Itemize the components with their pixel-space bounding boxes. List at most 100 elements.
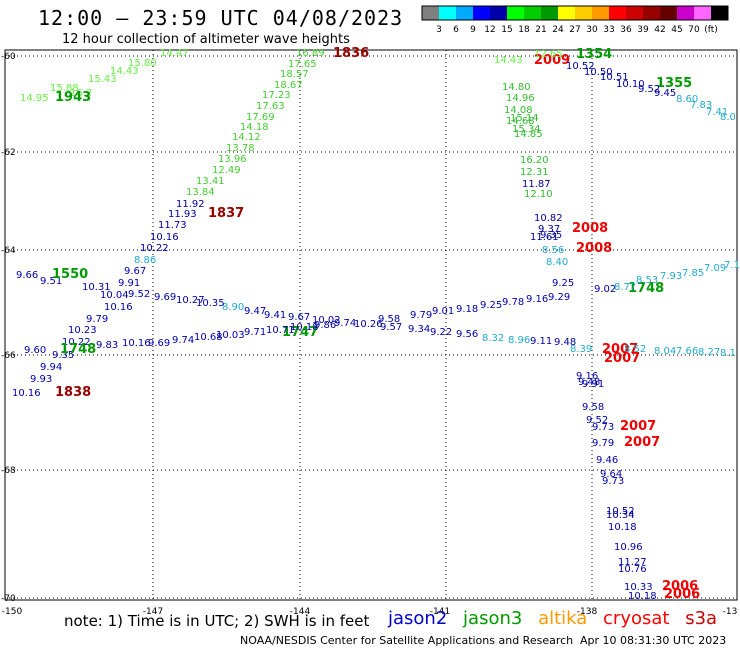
colorbar-frame	[421, 5, 729, 21]
wave-height-value: 8.86	[134, 255, 156, 266]
wave-height-value: 9.16	[526, 294, 548, 305]
wave-height-value: 10.23	[68, 325, 97, 336]
wave-height-value: 10.96	[614, 542, 643, 553]
colorbar-swatch	[541, 6, 558, 20]
pass-time-label: 1747	[282, 325, 318, 340]
x-tick-label: -13	[723, 607, 738, 617]
wave-height-value: 10.02	[312, 315, 341, 326]
wave-height-value: 10.03	[216, 330, 245, 341]
y-tick-label: -66	[1, 351, 16, 361]
pass-time-label: 2007	[604, 351, 640, 366]
wave-height-value: 9.46	[596, 455, 618, 466]
colorbar-label: 9	[470, 25, 476, 35]
wave-height-value: 10.52	[606, 506, 635, 517]
wave-height-value: 9.73	[592, 422, 614, 433]
wave-height-value: 13.41	[196, 176, 225, 187]
colorbar-swatch	[507, 6, 524, 20]
wave-height-value: 15.80	[128, 58, 157, 69]
wave-height-value: 7.83	[690, 100, 712, 111]
wave-height-value: 8.27	[698, 347, 720, 358]
wave-height-value: 12.65	[534, 49, 563, 60]
satellite-legend: jason2 jason3 altika cryosat s3a	[388, 608, 727, 629]
wave-height-value: 9.57	[380, 322, 402, 333]
pass-time-label: 1836	[333, 46, 369, 61]
colorbar-label: 30	[586, 25, 598, 35]
wave-height-value: 9.35	[540, 230, 562, 241]
wave-height-value: 9.67	[124, 266, 146, 277]
map-title: 12:00 – 23:59 UTC 04/08/2023	[38, 6, 404, 30]
colorbar-swatch	[609, 6, 626, 20]
wave-height-value: 9.60	[24, 345, 46, 356]
wave-height-value: 9.29	[548, 292, 570, 303]
wave-height-value: 10.22	[140, 243, 169, 254]
colorbar-swatch	[490, 6, 507, 20]
wave-height-value: 10.10	[616, 79, 645, 90]
wave-height-value: 14.12	[232, 132, 261, 143]
wave-height-value: 11.73	[158, 220, 187, 231]
generated-timestamp: Apr 10 08:31:30 UTC 2023	[580, 634, 727, 647]
map-frame	[4, 49, 738, 601]
pass-time-label: 2008	[576, 241, 612, 256]
wave-height-value: 14.95	[20, 93, 49, 104]
wave-height-value: 10.76	[618, 564, 647, 575]
wave-height-value: 17.23	[262, 90, 291, 101]
wave-height-value: 10.51	[600, 72, 629, 83]
wave-height-value: 9.56	[456, 329, 478, 340]
wave-height-value: 7.85	[682, 268, 704, 279]
wave-height-value: 9.79	[410, 310, 432, 321]
wave-height-value: 9.73	[602, 476, 624, 487]
wave-height-value: 10.33	[624, 582, 653, 593]
legend-cryosat: cryosat	[603, 608, 670, 629]
colorbar-swatch	[677, 6, 694, 20]
wave-height-value: 9.16	[576, 371, 598, 382]
wave-height-value: 9.34	[408, 324, 430, 335]
wave-height-value: 10.82	[534, 213, 563, 224]
y-tick-label: -60	[1, 52, 16, 62]
wave-height-value: 8.32	[482, 333, 504, 344]
wave-height-value: 9.74	[172, 335, 194, 346]
wave-height-value: 14.80	[502, 82, 531, 93]
wave-height-value: 11.61	[530, 232, 559, 243]
wave-height-value: 11.93	[168, 209, 197, 220]
wave-height-value: 9.25	[552, 278, 574, 289]
wave-height-value: 12.49	[212, 165, 241, 176]
legend-altika: altika	[538, 608, 588, 629]
wave-height-value: 13.84	[186, 187, 215, 198]
wave-height-value: 9.58	[378, 314, 400, 325]
wave-height-value: 13.96	[218, 154, 247, 165]
wave-height-value: 8.1	[720, 348, 736, 359]
pass-time-label: 2006	[662, 579, 698, 594]
wave-height-value: 8.04	[654, 346, 676, 357]
colorbar-label: 33	[603, 25, 614, 35]
y-tick-label: -70	[1, 594, 16, 604]
wave-height-value: 16.89	[296, 48, 325, 59]
wave-height-value: 16.20	[520, 155, 549, 166]
wave-height-value: 9.86	[314, 320, 336, 331]
colorbar-label: 3	[436, 25, 442, 35]
legend-s3a: s3a	[685, 608, 718, 629]
source-credit: NOAA/NESDIS Center for Satellite Applica…	[240, 634, 574, 647]
colorbar-swatch	[524, 6, 541, 20]
wave-height-value: 7.1	[724, 260, 740, 271]
wave-height-value: 10.22	[62, 337, 91, 348]
colorbar-swatch	[643, 6, 660, 20]
pass-time-label: 2007	[602, 342, 638, 357]
wave-height-value: 9.69	[154, 292, 176, 303]
wave-height-value: 8.96	[508, 335, 530, 346]
wave-height-value: 9.71	[244, 327, 266, 338]
wave-height-value: 7.66	[676, 346, 698, 357]
colorbar-swatch	[711, 6, 728, 20]
x-tick-label: -147	[143, 607, 163, 617]
wave-height-value: 10.35	[196, 298, 225, 309]
pass-time-label: 1838	[55, 385, 91, 400]
colorbar-label: 6	[453, 25, 459, 35]
pass-time-label: 1748	[628, 281, 664, 296]
wave-height-value: 11.92	[176, 199, 205, 210]
color-scale-bar: 3 6 9 12 15 18 21 24 27 30 33 36 39 42 45 70 (ft)	[421, 5, 729, 35]
wave-height-value: 9.51	[40, 276, 62, 287]
wave-height-value: 8.56	[542, 245, 564, 256]
wave-height-value: 15.14	[510, 113, 539, 124]
wave-height-value: 10.68	[194, 332, 223, 343]
wave-height-value: 15.43	[88, 74, 117, 85]
